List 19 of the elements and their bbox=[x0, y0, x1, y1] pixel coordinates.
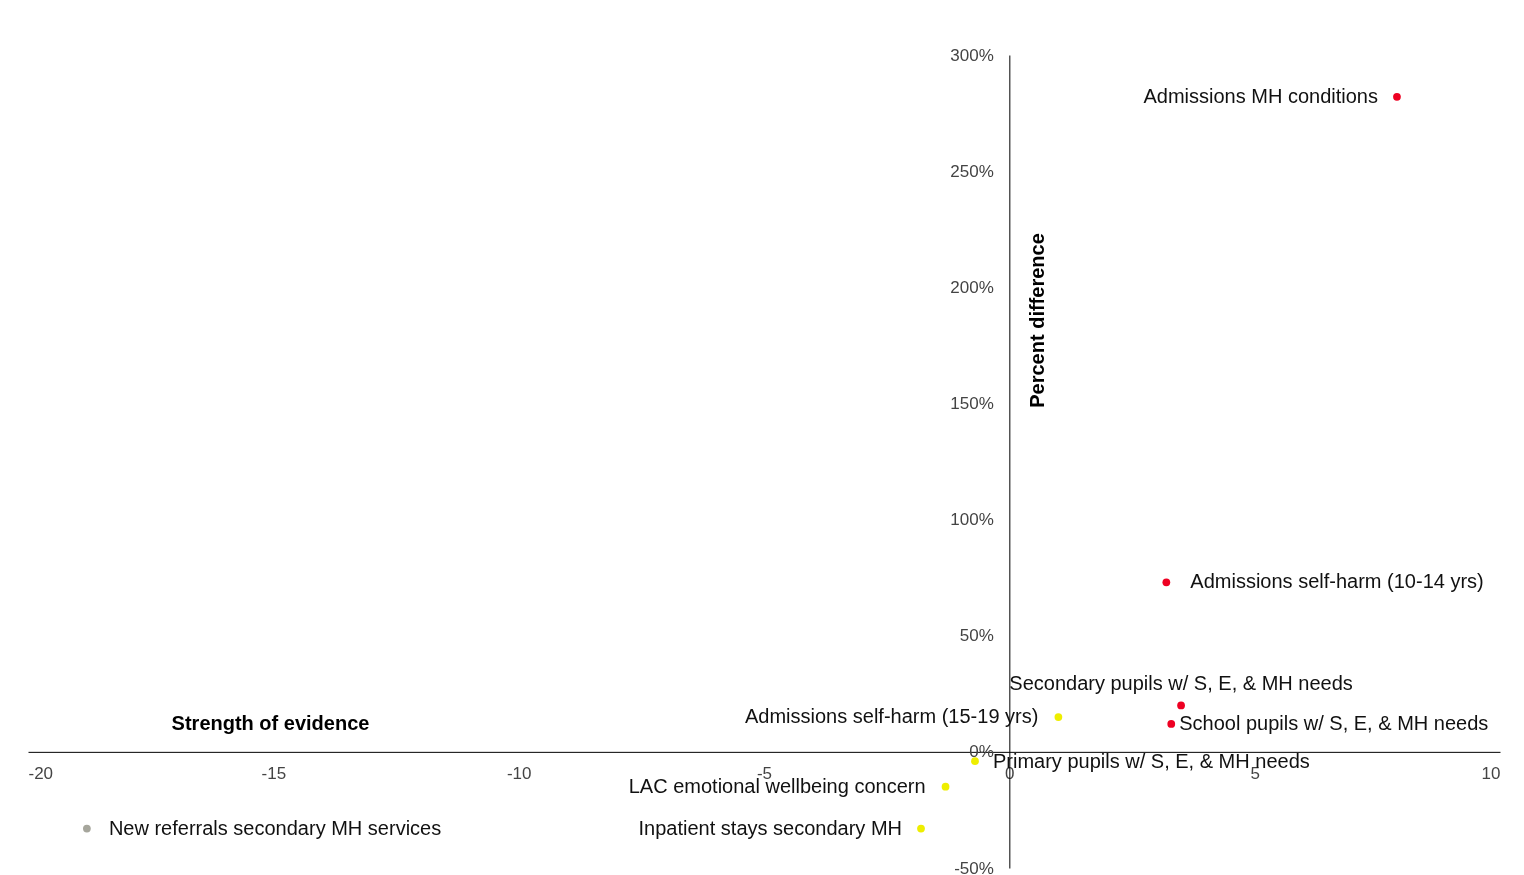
y-tick-label: 200% bbox=[950, 277, 994, 297]
y-tick-label: 300% bbox=[950, 45, 994, 65]
series-label: New referrals secondary MH services bbox=[108, 816, 442, 839]
y-tick-label: 250% bbox=[950, 161, 994, 181]
y-tick-label: -50% bbox=[954, 858, 994, 875]
x-tick-label: -20 bbox=[28, 764, 54, 784]
series-label: Admissions MH conditions bbox=[1143, 84, 1378, 107]
series-label: School pupils w/ S, E, & MH needs bbox=[1179, 711, 1489, 734]
x-tick-label: 10 bbox=[1481, 764, 1501, 784]
x-axis-title: Strength of evidence bbox=[171, 712, 370, 735]
series-label: Admissions self-harm (10-14 yrs) bbox=[1190, 570, 1484, 593]
series-label: Secondary pupils w/ S, E, & MH needs bbox=[1009, 672, 1353, 695]
y-axis-title: Percent difference bbox=[1025, 233, 1048, 408]
x-tick-label: -10 bbox=[506, 764, 532, 784]
x-tick-label: -15 bbox=[261, 764, 287, 784]
series-label: Inpatient stays secondary MH bbox=[638, 816, 903, 839]
y-tick-label: 150% bbox=[950, 393, 994, 413]
y-tick-label: 50% bbox=[959, 626, 994, 646]
y-tick-label: 100% bbox=[950, 510, 994, 530]
